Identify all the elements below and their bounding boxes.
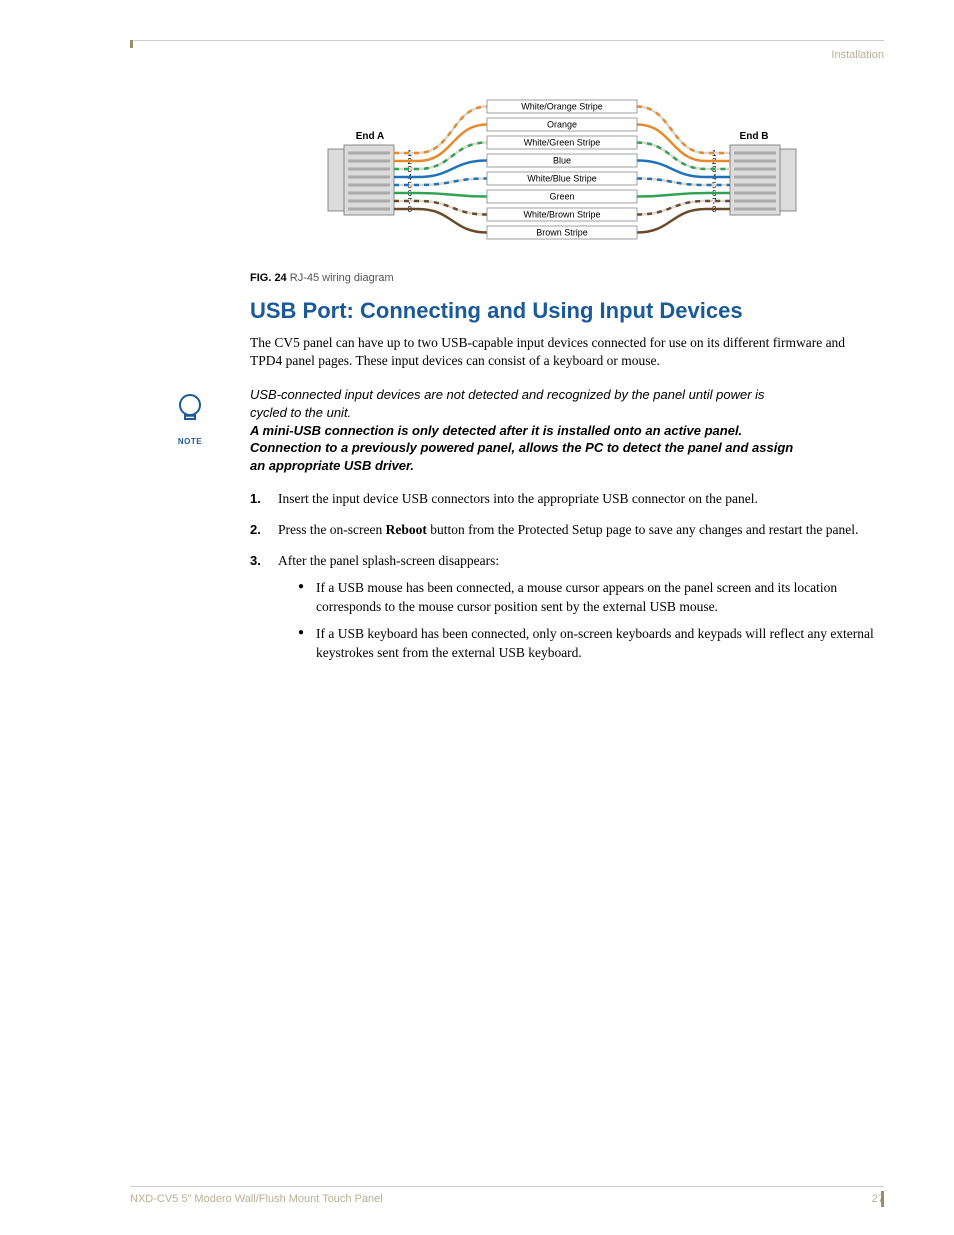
step-2-after: button from the Protected Setup page to … bbox=[427, 522, 859, 537]
svg-text:Brown Stripe: Brown Stripe bbox=[536, 228, 588, 238]
svg-text:End A: End A bbox=[356, 131, 385, 142]
section-heading: USB Port: Connecting and Using Input Dev… bbox=[250, 298, 874, 324]
svg-text:White/Brown Stripe: White/Brown Stripe bbox=[523, 210, 600, 220]
figure-number: FIG. 24 bbox=[250, 272, 287, 284]
note-text: USB-connected input devices are not dete… bbox=[250, 386, 874, 474]
step-2-before: Press the on-screen bbox=[278, 522, 386, 537]
note-icon-cell: NOTE bbox=[130, 386, 250, 446]
figure-caption: FIG. 24 RJ-45 wiring diagram bbox=[250, 272, 874, 284]
step-1-text: Insert the input device USB connectors i… bbox=[278, 491, 758, 506]
note-label: NOTE bbox=[130, 437, 250, 446]
svg-text:Green: Green bbox=[549, 192, 574, 202]
svg-text:Blue: Blue bbox=[553, 156, 571, 166]
svg-text:End B: End B bbox=[740, 131, 769, 142]
step-1: Insert the input device USB connectors i… bbox=[250, 490, 874, 509]
header-rule bbox=[130, 40, 884, 41]
note-line1: USB-connected input devices are not dete… bbox=[250, 387, 765, 420]
step-2-bold: Reboot bbox=[386, 522, 427, 537]
footer-left: NXD-CV5 5" Modero Wall/Flush Mount Touch… bbox=[130, 1193, 383, 1205]
step-3-text: After the panel splash-screen disappears… bbox=[278, 553, 499, 568]
step-3: After the panel splash-screen disappears… bbox=[250, 552, 874, 662]
svg-text:White/Green Stripe: White/Green Stripe bbox=[524, 138, 601, 148]
header-section-label: Installation bbox=[130, 49, 884, 61]
svg-text:Orange: Orange bbox=[547, 120, 577, 130]
note-block: NOTE USB-connected input devices are not… bbox=[130, 386, 874, 474]
step-3-bullets: If a USB mouse has been connected, a mou… bbox=[298, 579, 874, 663]
section-intro: The CV5 panel can have up to two USB-cap… bbox=[250, 334, 874, 370]
lightbulb-icon bbox=[173, 392, 207, 430]
figure-caption-text: RJ-45 wiring diagram bbox=[290, 272, 394, 284]
wiring-diagram-container: End AEnd B1122334455667788White/Orange S… bbox=[250, 91, 874, 266]
bullet-1: If a USB mouse has been connected, a mou… bbox=[298, 579, 874, 617]
svg-text:White/Orange Stripe: White/Orange Stripe bbox=[521, 102, 603, 112]
rj45-wiring-diagram: End AEnd B1122334455667788White/Orange S… bbox=[322, 91, 802, 266]
steps-list: Insert the input device USB connectors i… bbox=[250, 490, 874, 662]
note-line2: A mini-USB connection is only detected a… bbox=[250, 423, 793, 473]
svg-text:White/Blue Stripe: White/Blue Stripe bbox=[527, 174, 597, 184]
page: Installation End AEnd B1122334455667788W… bbox=[0, 0, 954, 1235]
footer-accent-bar bbox=[881, 1191, 884, 1207]
content-area: End AEnd B1122334455667788White/Orange S… bbox=[250, 91, 874, 662]
step-2: Press the on-screen Reboot button from t… bbox=[250, 521, 874, 540]
page-footer: NXD-CV5 5" Modero Wall/Flush Mount Touch… bbox=[130, 1186, 884, 1205]
bullet-2: If a USB keyboard has been connected, on… bbox=[298, 625, 874, 663]
header-accent-bar bbox=[130, 40, 133, 48]
